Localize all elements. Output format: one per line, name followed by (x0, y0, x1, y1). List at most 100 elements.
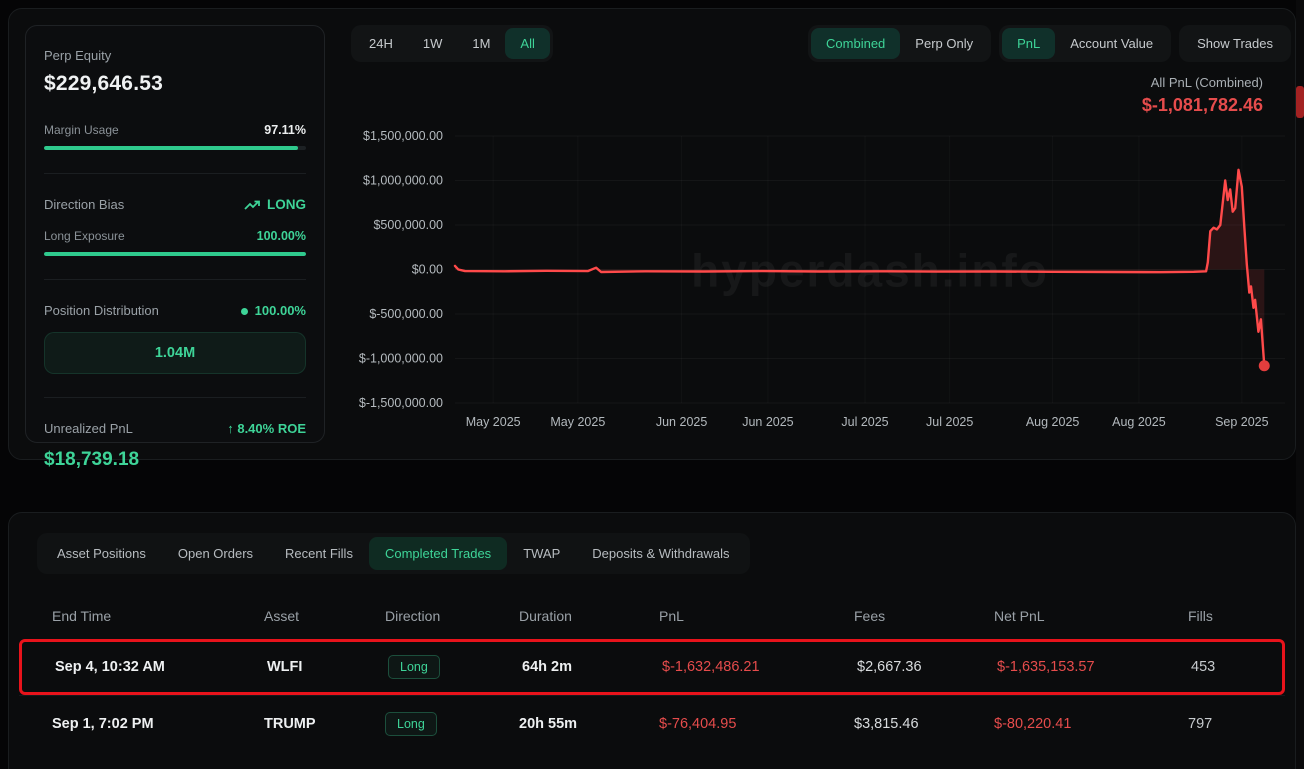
time-range-24h-button[interactable]: 24H (354, 28, 408, 59)
direction-badge: Long (388, 655, 440, 679)
table-body: Sep 4, 10:32 AM WLFI Long 64h 2m $-1,632,486… (19, 639, 1285, 752)
cell-asset: WLFI (267, 659, 388, 675)
cell-text-fees: $2,667.36 (857, 659, 922, 675)
button-group-time-range: 24H 1W 1M All (351, 25, 553, 62)
cell-duration: 20h 55m (519, 716, 659, 732)
cell-text-asset: TRUMP (264, 716, 316, 732)
table-row[interactable]: Sep 1, 7:02 PM TRUMP Long 20h 55m $-76,404.9… (19, 695, 1285, 752)
chart-end-marker (1258, 360, 1270, 372)
column-header-pnl: PnL (659, 608, 684, 624)
column-header-asset: Asset (264, 608, 300, 624)
unrealized-roe-text: 8.40% ROE (237, 421, 306, 436)
perp-equity-label: Perp Equity (44, 48, 112, 63)
arrow-up-icon: ↑ (227, 421, 234, 436)
cell-text-fills: 453 (1191, 659, 1216, 675)
cell-text-asset: WLFI (267, 659, 303, 675)
cell-text-end-time: Sep 4, 10:32 AM (55, 659, 165, 675)
scrollbar-thumb[interactable] (1296, 86, 1304, 118)
cell-text-duration: 20h 55m (519, 716, 578, 732)
position-distribution-label: Position Distribution (44, 303, 159, 318)
pnl-summary-value: $-1,081,782.46 (1141, 95, 1263, 115)
tab-open-orders[interactable]: Open Orders (162, 537, 269, 570)
account-stats-card: Perp Equity $229,646.53 Margin Usage 97.… (25, 25, 325, 470)
source-perp-only-button[interactable]: Perp Only (900, 28, 988, 59)
cell-text-fills: 797 (1188, 716, 1213, 732)
pnl-summary: All PnL (Combined) $-1,081,782.46 (351, 75, 1263, 116)
margin-usage-value: 97.11% (264, 123, 306, 137)
cell-fees: $3,815.46 (854, 716, 994, 732)
divider (44, 397, 306, 398)
cell-fees: $2,667.36 (857, 659, 997, 675)
cell-net-pnl: $-80,220.41 (994, 716, 1188, 732)
cell-text-net-pnl: $-80,220.41 (994, 716, 1072, 732)
margin-usage-bar-fill (44, 146, 299, 150)
cell-end-time: Sep 1, 7:02 PM (52, 716, 264, 732)
pnl-summary-label: All PnL (Combined) (1150, 75, 1263, 90)
position-distribution-value: 100.00% (240, 303, 306, 318)
svg-text:$1,000,000.00: $1,000,000.00 (363, 174, 443, 188)
metric-account-value-button[interactable]: Account Value (1055, 28, 1168, 59)
direction-bias-text: LONG (267, 197, 306, 212)
cell-end-time: Sep 4, 10:32 AM (55, 659, 267, 675)
completed-trades-table: End Time Asset Direction Duration PnL Fees Net… (19, 608, 1285, 752)
cell-net-pnl: $-1,635,153.57 (997, 659, 1191, 675)
trending-up-icon (244, 200, 260, 210)
column-header-fees: Fees (854, 608, 886, 624)
svg-text:Jul 2025: Jul 2025 (841, 415, 888, 429)
column-header-net-pnl: Net PnL (994, 608, 1045, 624)
tab-asset-positions[interactable]: Asset Positions (41, 537, 162, 570)
unrealized-roe: ↑ 8.40% ROE (227, 421, 306, 436)
svg-text:Jul 2025: Jul 2025 (926, 415, 973, 429)
svg-text:$500,000.00: $500,000.00 (373, 218, 443, 232)
tab-deposits-withdrawals[interactable]: Deposits & Withdrawals (576, 537, 745, 570)
cell-duration: 64h 2m (522, 659, 662, 675)
perp-equity-value: $229,646.53 (44, 72, 163, 95)
unrealized-pnl-label: Unrealized PnL (44, 421, 133, 436)
cell-text-end-time: Sep 1, 7:02 PM (52, 716, 154, 732)
svg-text:Jun 2025: Jun 2025 (742, 415, 793, 429)
chart-toolbar: 24H 1W 1M All Combined Perp Only PnL Account Va… (351, 25, 1291, 62)
dot-icon (240, 308, 248, 315)
chart-area: 24H 1W 1M All Combined Perp Only PnL Account Va… (341, 9, 1295, 459)
table-header: End Time Asset Direction Duration PnL Fees Net… (19, 608, 1285, 624)
svg-text:Sep 2025: Sep 2025 (1215, 415, 1269, 429)
svg-text:May 2025: May 2025 (550, 415, 605, 429)
trades-tabs: Asset Positions Open Orders Recent Fills Co… (37, 533, 750, 574)
time-range-1w-button[interactable]: 1W (408, 28, 458, 59)
cell-pnl: $-1,632,486.21 (662, 659, 857, 675)
svg-text:Jun 2025: Jun 2025 (656, 415, 707, 429)
tab-completed-trades[interactable]: Completed Trades (368, 537, 508, 570)
overview-panel: Perp Equity $229,646.53 Margin Usage 97.… (8, 8, 1296, 470)
cell-text-net-pnl: $-1,635,153.57 (997, 659, 1095, 675)
tab-recent-fills[interactable]: Recent Fills (269, 537, 369, 570)
column-header-end-time: End Time (52, 608, 112, 624)
direction-bias-label: Direction Bias (44, 197, 125, 212)
tab-twap[interactable]: TWAP (507, 537, 576, 570)
button-group-trades: Show Trades (1179, 25, 1291, 62)
pnl-chart-svg: $1,500,000.00 $1,000,000.00 $500,000.00 $0.… (359, 129, 1285, 429)
time-range-all-button[interactable]: All (505, 28, 550, 59)
source-combined-button[interactable]: Combined (811, 28, 901, 59)
svg-text:Aug 2025: Aug 2025 (1026, 415, 1080, 429)
position-distribution-text: 100.00% (254, 303, 306, 318)
long-exposure-bar-fill (44, 252, 306, 256)
scrollbar-track[interactable] (1296, 0, 1304, 769)
table-row[interactable]: Sep 4, 10:32 AM WLFI Long 64h 2m $-1,632,486… (19, 639, 1285, 695)
svg-text:$-1,500,000.00: $-1,500,000.00 (359, 396, 443, 410)
column-header-duration: Duration (519, 608, 572, 624)
margin-usage-bar (44, 146, 306, 150)
cell-fills: 797 (1188, 716, 1277, 732)
trades-show-trades-button[interactable]: Show Trades (1182, 28, 1288, 59)
divider (44, 173, 306, 174)
position-total-chip[interactable]: 1.04M (44, 332, 306, 374)
time-range-1m-button[interactable]: 1M (457, 28, 505, 59)
cell-text-pnl: $-1,632,486.21 (662, 659, 760, 675)
svg-text:May 2025: May 2025 (466, 415, 521, 429)
long-exposure-bar (44, 252, 306, 256)
metric-pnl-button[interactable]: PnL (1002, 28, 1056, 59)
cell-text-fees: $3,815.46 (854, 716, 919, 732)
direction-badge: Long (385, 712, 437, 736)
cell-direction: Long (385, 712, 519, 736)
divider (44, 279, 306, 280)
